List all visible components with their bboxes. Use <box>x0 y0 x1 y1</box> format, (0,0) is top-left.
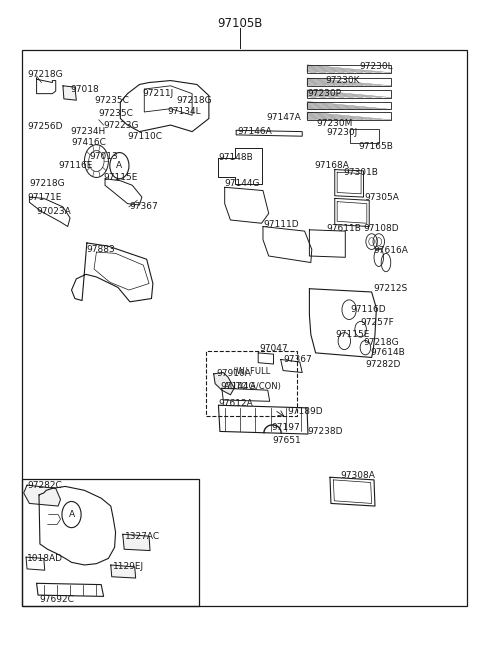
Text: 97612A: 97612A <box>218 399 253 408</box>
Text: 97230K: 97230K <box>325 76 360 85</box>
Text: A: A <box>69 510 74 519</box>
Text: 97614B: 97614B <box>370 348 405 358</box>
Text: 97305A: 97305A <box>364 193 399 201</box>
Text: (W/ FULL: (W/ FULL <box>233 367 271 377</box>
Polygon shape <box>214 373 234 395</box>
Bar <box>307 65 391 73</box>
Polygon shape <box>24 485 60 506</box>
Text: 97189D: 97189D <box>287 407 323 417</box>
Bar <box>307 112 391 120</box>
Bar <box>307 102 391 110</box>
Text: 97116D: 97116D <box>350 305 386 314</box>
Text: 97148B: 97148B <box>218 154 253 162</box>
Text: 97256D: 97256D <box>27 122 62 131</box>
Text: 97883: 97883 <box>86 245 115 254</box>
Text: 97416C: 97416C <box>72 138 107 146</box>
Text: 97367: 97367 <box>283 355 312 364</box>
Bar <box>350 129 379 144</box>
Polygon shape <box>123 534 150 550</box>
Bar <box>206 351 298 417</box>
Text: 97301B: 97301B <box>343 168 378 176</box>
Bar <box>307 90 391 98</box>
Bar <box>22 479 199 606</box>
Text: 97910A: 97910A <box>216 369 251 379</box>
Text: 97115E: 97115E <box>336 330 370 339</box>
Text: 97616A: 97616A <box>373 246 408 255</box>
Text: 97367: 97367 <box>129 203 158 211</box>
Text: 97134L: 97134L <box>167 108 201 117</box>
Text: 97197: 97197 <box>271 423 300 432</box>
Text: 97146A: 97146A <box>238 127 272 136</box>
Text: 97147A: 97147A <box>266 113 301 122</box>
Text: 97230J: 97230J <box>326 129 358 137</box>
Text: A: A <box>116 161 122 170</box>
Text: 97218G: 97218G <box>27 70 63 79</box>
Text: 97211J: 97211J <box>143 89 174 98</box>
Text: 97116E: 97116E <box>58 161 93 170</box>
Text: 97047: 97047 <box>259 344 288 354</box>
Text: 97230P: 97230P <box>307 89 341 98</box>
Text: AUTO A/CON): AUTO A/CON) <box>224 382 280 392</box>
Text: 97238D: 97238D <box>307 427 343 436</box>
Text: 97108D: 97108D <box>363 224 399 233</box>
Text: 97218G: 97218G <box>363 338 399 347</box>
Text: 97282D: 97282D <box>365 359 401 369</box>
Text: 97013: 97013 <box>89 152 118 161</box>
Text: 97257F: 97257F <box>360 318 395 327</box>
Text: 97115E: 97115E <box>104 173 138 182</box>
Text: 97282C: 97282C <box>27 481 62 489</box>
Text: 97235C: 97235C <box>94 96 129 105</box>
Polygon shape <box>111 565 136 578</box>
Text: 97611B: 97611B <box>326 224 361 233</box>
Text: 97111D: 97111D <box>263 220 299 229</box>
Text: 97651: 97651 <box>273 436 301 445</box>
Text: 97144G: 97144G <box>225 180 260 188</box>
Text: 97171E: 97171E <box>27 193 61 201</box>
Text: 97144G: 97144G <box>221 382 256 392</box>
Text: 97223G: 97223G <box>104 121 139 130</box>
Text: 97105B: 97105B <box>217 17 263 30</box>
Text: 97218G: 97218G <box>177 96 213 105</box>
Text: 97692C: 97692C <box>39 595 74 604</box>
Text: 97165B: 97165B <box>359 142 394 150</box>
Text: 97234H: 97234H <box>70 127 105 136</box>
Polygon shape <box>63 86 76 100</box>
Bar <box>22 50 468 606</box>
Text: 97212S: 97212S <box>373 284 408 293</box>
Text: 1327AC: 1327AC <box>125 531 160 541</box>
Text: 97218G: 97218G <box>29 180 65 188</box>
Text: 97110C: 97110C <box>128 132 163 140</box>
Text: 1018AD: 1018AD <box>27 554 63 563</box>
Text: 97018: 97018 <box>70 85 99 94</box>
Text: 97023A: 97023A <box>36 207 72 216</box>
Text: 97168A: 97168A <box>314 161 349 170</box>
Text: 97230M: 97230M <box>317 119 353 129</box>
Text: 1129EJ: 1129EJ <box>113 562 144 571</box>
Bar <box>307 78 391 86</box>
Text: 97308A: 97308A <box>340 471 375 480</box>
Text: 97230L: 97230L <box>360 62 393 71</box>
Text: 97235C: 97235C <box>99 109 134 118</box>
